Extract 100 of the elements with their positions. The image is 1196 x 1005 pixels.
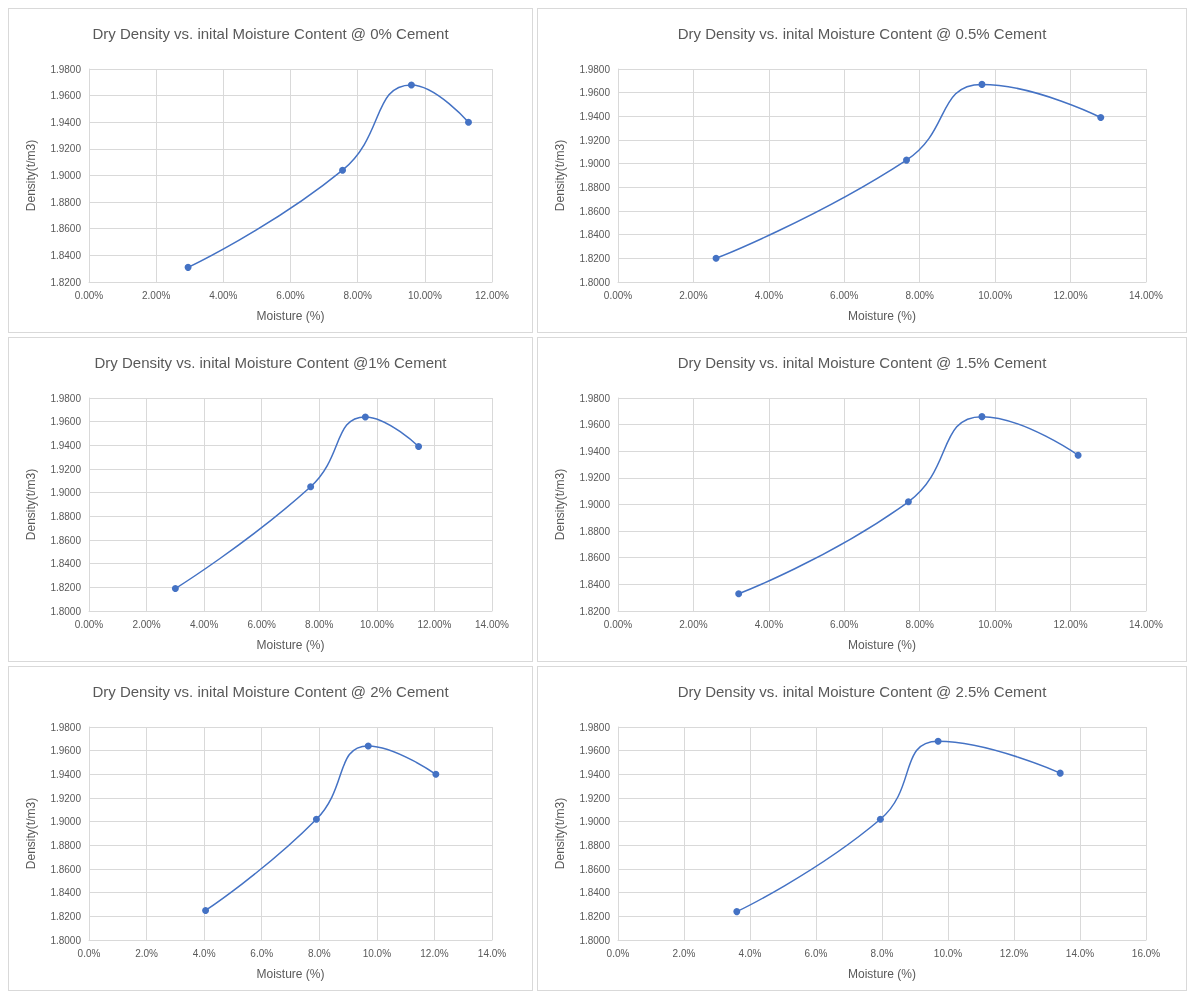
point bbox=[202, 906, 210, 914]
y-tick-label: 1.9400 bbox=[579, 110, 611, 122]
x-tick-label: 14.00% bbox=[1129, 289, 1164, 301]
y-tick-label: 1.8200 bbox=[50, 910, 82, 922]
x-tick-label: 4.0% bbox=[738, 947, 762, 959]
y-tick-label: 1.8600 bbox=[50, 223, 82, 235]
y-tick-label: 1.8400 bbox=[50, 249, 82, 261]
y-tick-label: 1.9800 bbox=[579, 721, 611, 733]
x-tick-label: 6.00% bbox=[247, 618, 276, 630]
point bbox=[1056, 769, 1064, 777]
y-tick-label: 1.8000 bbox=[50, 934, 82, 946]
x-tick-label: 16.0% bbox=[1131, 947, 1161, 959]
x-tick-label: 0.0% bbox=[606, 947, 630, 959]
x-tick-label: 10.00% bbox=[359, 618, 394, 630]
y-tick-label: 1.8400 bbox=[50, 887, 82, 899]
x-tick-label: 14.00% bbox=[1129, 618, 1164, 630]
x-tick-label: 6.0% bbox=[250, 947, 274, 959]
chart-title: Dry Density vs. inital Moisture Content @1% Cement bbox=[94, 354, 448, 371]
x-axis-title: Moisture (%) bbox=[847, 638, 917, 652]
x-tick-label: 10.0% bbox=[933, 947, 963, 959]
y-axis-title: Density(t/m3) bbox=[24, 468, 38, 541]
y-tick-label: 1.9600 bbox=[50, 416, 82, 428]
y-tick-label: 1.8600 bbox=[50, 534, 82, 546]
x-tick-label: 0.0% bbox=[77, 947, 101, 959]
x-tick-label: 8.00% bbox=[305, 618, 334, 630]
x-tick-label: 6.0% bbox=[804, 947, 828, 959]
y-tick-label: 1.9800 bbox=[579, 63, 611, 75]
point bbox=[733, 908, 741, 916]
x-tick-label: 2.00% bbox=[132, 618, 161, 630]
y-tick-label: 1.8800 bbox=[579, 525, 611, 537]
x-axis-title: Moisture (%) bbox=[256, 967, 325, 981]
y-tick-label: 1.9000 bbox=[579, 816, 611, 828]
x-tick-label: 0.00% bbox=[603, 618, 633, 630]
y-tick-label: 1.9000 bbox=[50, 170, 82, 181]
y-tick-label: 1.9400 bbox=[50, 439, 82, 451]
x-tick-label: 14.0% bbox=[477, 947, 507, 959]
point bbox=[465, 118, 472, 126]
x-tick-label: 6.00% bbox=[830, 618, 859, 630]
point bbox=[876, 815, 884, 823]
x-tick-label: 12.00% bbox=[1053, 289, 1088, 301]
x-tick-label: 2.00% bbox=[141, 289, 171, 301]
point bbox=[184, 263, 192, 271]
x-tick-label: 12.00% bbox=[1053, 618, 1088, 630]
y-tick-label: 1.9600 bbox=[50, 745, 82, 757]
chart-title: Dry Density vs. inital Moisture Content @ 0.5% Cement bbox=[677, 25, 1048, 42]
point bbox=[339, 166, 347, 174]
y-tick-label: 1.9800 bbox=[579, 392, 611, 404]
chart-title: Dry Density vs. inital Moisture Content @ 1.5% Cement bbox=[677, 354, 1048, 371]
y-tick-label: 1.8000 bbox=[50, 605, 82, 617]
y-tick-label: 1.9200 bbox=[50, 792, 82, 804]
y-tick-label: 1.9600 bbox=[579, 419, 611, 431]
y-tick-label: 1.8400 bbox=[579, 578, 611, 590]
y-tick-label: 1.8200 bbox=[579, 910, 611, 922]
y-tick-label: 1.9200 bbox=[579, 134, 611, 146]
point bbox=[934, 737, 942, 745]
y-tick-label: 1.9600 bbox=[50, 90, 82, 102]
y-tick-label: 1.9800 bbox=[50, 721, 82, 733]
y-tick-label: 1.8200 bbox=[579, 605, 611, 617]
point bbox=[978, 413, 986, 421]
chart-title: Dry Density vs. inital Moisture Content @ 0% Cement bbox=[92, 25, 450, 42]
x-tick-label: 10.00% bbox=[407, 289, 442, 301]
y-axis-title: Density(t/m3) bbox=[553, 797, 567, 870]
x-tick-label: 10.00% bbox=[978, 618, 1013, 630]
x-tick-label: 0.00% bbox=[74, 618, 104, 630]
x-tick-label: 4.00% bbox=[754, 289, 784, 301]
point bbox=[415, 443, 423, 451]
x-tick-label: 14.00% bbox=[475, 618, 510, 630]
y-tick-label: 1.8600 bbox=[579, 205, 611, 217]
x-axis-title: Moisture (%) bbox=[256, 638, 325, 652]
x-tick-label: 4.00% bbox=[189, 618, 219, 630]
y-tick-label: 1.8200 bbox=[50, 581, 82, 593]
x-tick-label: 12.0% bbox=[999, 947, 1029, 959]
chart-title: Dry Density vs. inital Moisture Content @ 2% Cement bbox=[92, 683, 450, 700]
x-tick-label: 8.00% bbox=[343, 289, 372, 301]
point bbox=[978, 80, 986, 88]
x-tick-label: 12.00% bbox=[475, 289, 510, 301]
x-tick-label: 0.00% bbox=[74, 289, 104, 301]
y-tick-label: 1.9200 bbox=[579, 472, 611, 484]
x-tick-label: 2.0% bbox=[135, 947, 159, 959]
y-tick-label: 1.9400 bbox=[579, 768, 611, 780]
x-tick-label: 6.00% bbox=[276, 289, 305, 301]
x-tick-label: 4.00% bbox=[754, 618, 784, 630]
x-tick-label: 8.00% bbox=[905, 289, 934, 301]
y-tick-label: 1.8400 bbox=[579, 229, 611, 241]
y-tick-label: 1.9600 bbox=[579, 87, 611, 99]
y-tick-label: 1.9000 bbox=[579, 499, 611, 510]
x-tick-label: 14.0% bbox=[1065, 947, 1095, 959]
x-tick-label: 12.0% bbox=[420, 947, 449, 959]
y-tick-label: 1.8600 bbox=[50, 863, 82, 875]
x-axis-title: Moisture (%) bbox=[256, 309, 325, 323]
y-tick-label: 1.8800 bbox=[50, 196, 82, 208]
y-tick-label: 1.9000 bbox=[50, 816, 82, 828]
y-tick-label: 1.8200 bbox=[579, 252, 611, 264]
x-tick-label: 2.00% bbox=[679, 618, 708, 630]
y-tick-label: 1.8800 bbox=[50, 839, 82, 851]
y-tick-label: 1.8600 bbox=[579, 552, 611, 564]
point bbox=[432, 770, 440, 778]
point bbox=[904, 498, 912, 506]
y-tick-label: 1.8800 bbox=[579, 181, 611, 193]
x-tick-label: 2.0% bbox=[672, 947, 696, 959]
